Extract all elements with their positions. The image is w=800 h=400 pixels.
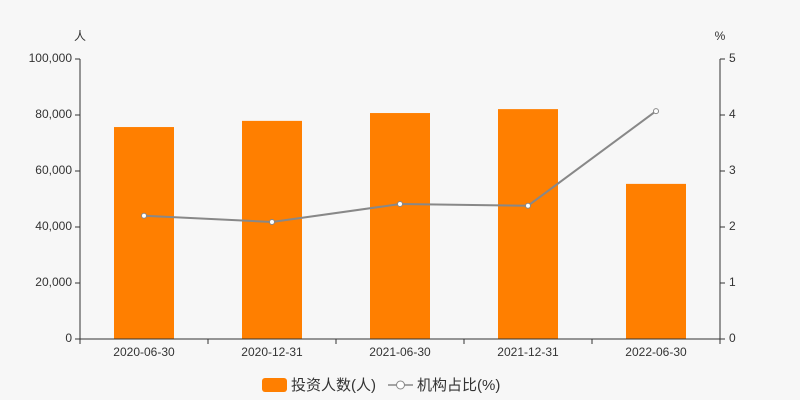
y-tick-label: 60,000: [35, 163, 72, 177]
x-tick-label: 2021-12-31: [497, 345, 559, 359]
y2-axis-label: %: [715, 29, 726, 43]
y2-tick-label: 2: [729, 219, 736, 233]
bar: [626, 183, 686, 339]
y2-tick-label: 5: [729, 51, 736, 65]
line-point: [141, 212, 147, 219]
y2-tick-label: 4: [729, 107, 736, 121]
y-tick-label: 100,000: [29, 51, 73, 65]
y2-tick-label: 1: [729, 275, 736, 289]
line-point: [397, 201, 403, 208]
legend-swatch: [262, 378, 287, 392]
y-axis-label: 人: [74, 29, 86, 43]
y-tick-label: 40,000: [35, 219, 72, 233]
bar: [498, 109, 558, 340]
x-tick-label: 2020-06-30: [113, 345, 175, 359]
bar: [242, 120, 302, 339]
line-point: [653, 108, 659, 115]
legend-label: 投资人数(人): [291, 377, 376, 394]
bar: [370, 113, 430, 339]
line-point: [525, 202, 531, 209]
x-tick-label: 2022-06-30: [625, 345, 687, 359]
line-point: [269, 218, 275, 225]
legend-swatch-point: [396, 380, 405, 390]
legend-label: 机构占比(%): [417, 377, 500, 394]
x-tick-label: 2021-06-30: [369, 345, 431, 359]
bar: [114, 127, 174, 339]
y-tick-label: 20,000: [35, 275, 72, 289]
y-tick-label: 0: [65, 331, 72, 345]
y2-tick-label: 3: [729, 163, 736, 177]
x-tick-label: 2020-12-31: [241, 345, 303, 359]
y-tick-label: 80,000: [35, 107, 72, 121]
y2-tick-label: 0: [729, 331, 736, 345]
legend: 投资人数(人) 机构占比(%): [262, 377, 500, 394]
